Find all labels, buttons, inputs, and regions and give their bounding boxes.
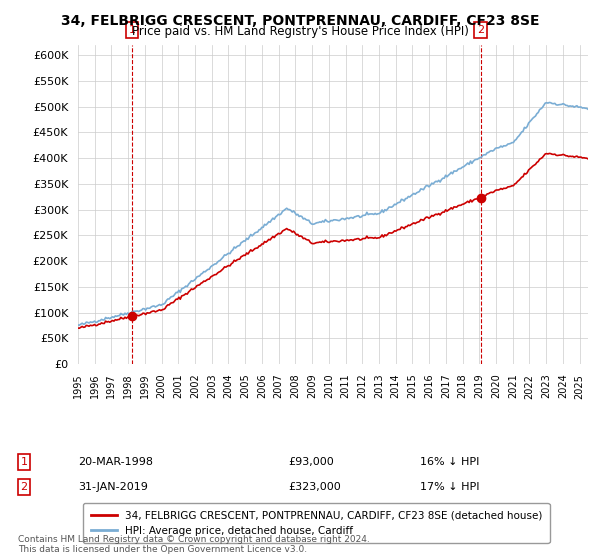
- Text: 1: 1: [128, 25, 136, 35]
- Text: £323,000: £323,000: [288, 482, 341, 492]
- Text: Contains HM Land Registry data © Crown copyright and database right 2024.
This d: Contains HM Land Registry data © Crown c…: [18, 535, 370, 554]
- Text: 31-JAN-2019: 31-JAN-2019: [78, 482, 148, 492]
- Text: Price paid vs. HM Land Registry's House Price Index (HPI): Price paid vs. HM Land Registry's House …: [131, 25, 469, 38]
- Text: 16% ↓ HPI: 16% ↓ HPI: [420, 457, 479, 467]
- Text: 17% ↓ HPI: 17% ↓ HPI: [420, 482, 479, 492]
- Text: 34, FELBRIGG CRESCENT, PONTPRENNAU, CARDIFF, CF23 8SE: 34, FELBRIGG CRESCENT, PONTPRENNAU, CARD…: [61, 14, 539, 28]
- Text: 1: 1: [20, 457, 28, 467]
- Text: 2: 2: [20, 482, 28, 492]
- Text: £93,000: £93,000: [288, 457, 334, 467]
- Legend: 34, FELBRIGG CRESCENT, PONTPRENNAU, CARDIFF, CF23 8SE (detached house), HPI: Ave: 34, FELBRIGG CRESCENT, PONTPRENNAU, CARD…: [83, 503, 550, 543]
- Text: 20-MAR-1998: 20-MAR-1998: [78, 457, 153, 467]
- Text: 2: 2: [477, 25, 484, 35]
